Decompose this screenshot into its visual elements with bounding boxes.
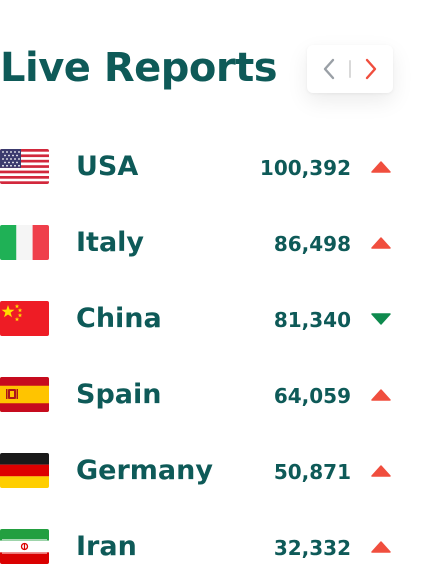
case-count: 64,059	[273, 384, 351, 408]
trend-up-icon	[371, 388, 391, 402]
country-name: Iran	[76, 531, 137, 562]
list-item[interactable]: Germany 50,871	[0, 434, 443, 510]
country-name: Spain	[76, 379, 162, 410]
case-count: 86,498	[273, 232, 351, 256]
country-name: China	[76, 303, 162, 334]
country-name: Italy	[76, 227, 145, 258]
china-flag-icon	[0, 301, 49, 336]
report-list: USA 100,392 Italy 86,498	[0, 130, 443, 565]
trend-up-icon	[371, 160, 391, 174]
list-item[interactable]: Iran 32,332	[0, 510, 443, 565]
case-count: 50,871	[273, 460, 351, 484]
italy-flag-icon	[0, 225, 49, 260]
pager	[307, 45, 393, 93]
trend-up-icon	[371, 236, 391, 250]
case-count: 100,392	[259, 156, 351, 180]
trend-down-icon	[371, 312, 391, 326]
spain-flag-icon	[0, 377, 49, 412]
next-button[interactable]	[361, 57, 381, 81]
country-name: Germany	[76, 455, 213, 486]
trend-up-icon	[371, 540, 391, 554]
prev-button[interactable]	[319, 57, 339, 81]
iran-flag-icon	[0, 529, 49, 564]
pager-divider	[349, 60, 351, 78]
list-item[interactable]: Italy 86,498	[0, 206, 443, 282]
page-title: Live Reports	[0, 45, 278, 91]
list-item[interactable]: Spain 64,059	[0, 358, 443, 434]
case-count: 32,332	[273, 536, 351, 560]
chevron-right-icon	[365, 58, 377, 80]
chevron-left-icon	[323, 58, 335, 80]
list-item[interactable]: China 81,340	[0, 282, 443, 358]
usa-flag-icon	[0, 149, 49, 184]
germany-flag-icon	[0, 453, 49, 488]
country-name: USA	[76, 151, 139, 182]
trend-up-icon	[371, 464, 391, 478]
case-count: 81,340	[273, 308, 351, 332]
list-item[interactable]: USA 100,392	[0, 130, 443, 206]
